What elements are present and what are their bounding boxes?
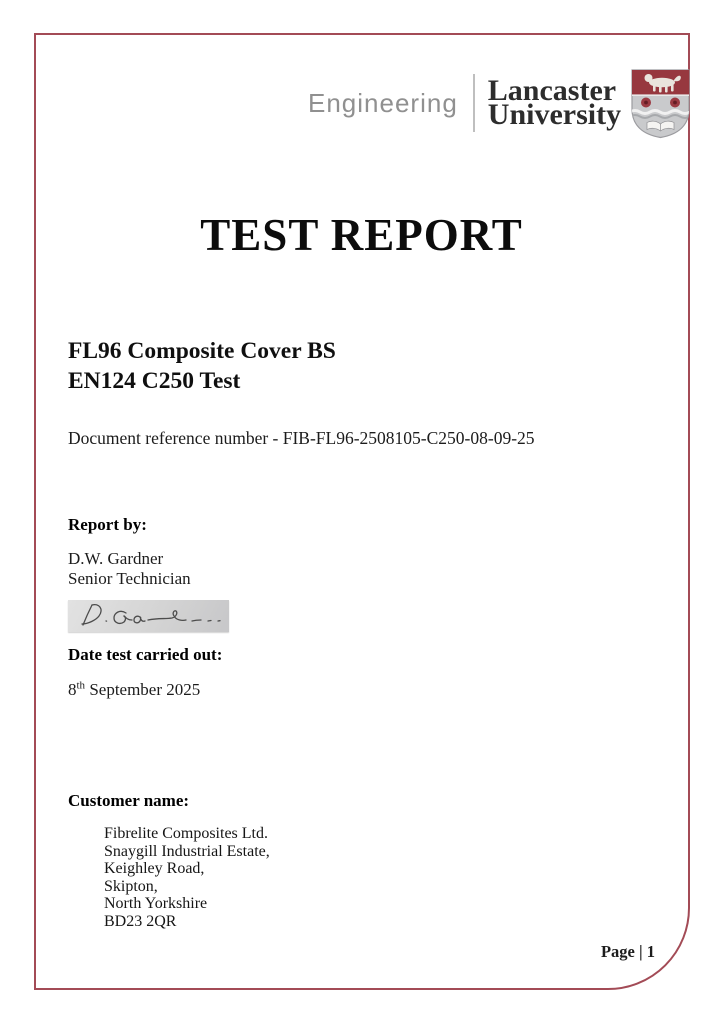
page-number: Page | 1 — [600, 942, 655, 961]
document-reference: Document reference number - FIB-FL96-250… — [68, 428, 535, 448]
address-line: Skipton, — [104, 877, 158, 895]
header-logo: Engineering Lancaster University — [308, 60, 692, 146]
page-border-frame — [34, 33, 690, 990]
test-date-value: 8th September 2025 — [68, 680, 200, 700]
customer-name-label: Customer name: — [68, 791, 190, 810]
handwritten-signature-icon — [81, 603, 221, 626]
address-line: Keighley Road, — [104, 860, 205, 878]
university-wordmark: Lancaster University — [488, 76, 621, 130]
address-line: Fibrelite Composites Ltd. — [104, 825, 268, 842]
reporter-details: D.W. Gardner Senior Technician — [68, 549, 191, 588]
address-line: Snaygill Industrial Estate, — [104, 842, 270, 860]
reporter-role: Senior Technician — [68, 568, 191, 588]
signature-image — [68, 600, 229, 632]
report-title: TEST REPORT — [200, 210, 523, 260]
test-date-day: 8 — [68, 680, 77, 699]
address-line: BD23 2QR — [104, 912, 177, 930]
university-wordmark-line1: Lancaster — [487, 74, 617, 107]
test-date-label: Date test carried out: — [68, 645, 223, 664]
test-date-rest: September 2025 — [85, 680, 201, 699]
address-line: North Yorkshire — [104, 895, 208, 913]
subject-title: FL96 Composite Cover BS EN124 C250 Test — [68, 336, 336, 396]
lancaster-crest-icon — [631, 68, 690, 138]
test-date-ordinal: th — [76, 679, 86, 692]
logo-divider — [472, 74, 475, 132]
customer-address: Fibrelite Composites Ltd. Snaygill Indus… — [104, 825, 270, 931]
report-by-label: Report by: — [68, 515, 147, 534]
university-wordmark-line2: University — [487, 98, 622, 131]
subject-title-line1: FL96 Composite Cover BS — [68, 338, 336, 364]
reporter-name: D.W. Gardner — [68, 549, 164, 568]
engineering-wordmark: Engineering — [308, 87, 458, 118]
subject-title-line2: EN124 C250 Test — [68, 368, 241, 394]
